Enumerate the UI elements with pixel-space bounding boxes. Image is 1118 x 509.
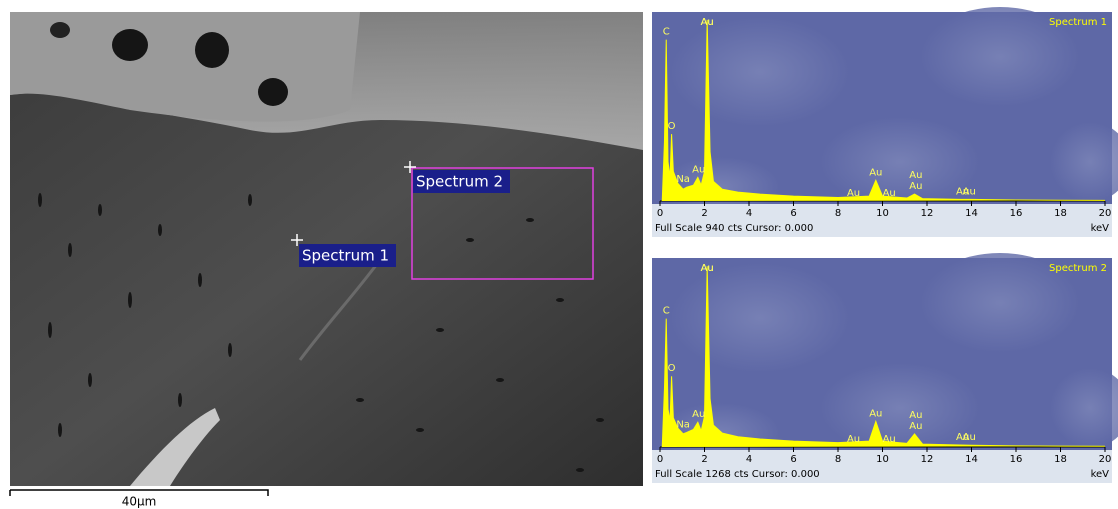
- x-tick-label: 2: [701, 454, 707, 465]
- background-blob: [670, 17, 850, 127]
- footer-text: Full Scale 1268 cts Cursor: 0.000: [655, 469, 820, 480]
- x-tick-label: 20: [1099, 208, 1112, 219]
- peak-label: Au: [883, 434, 896, 445]
- peak-label: C: [663, 27, 670, 38]
- peak-label: Au: [909, 181, 922, 192]
- peak-label: Au: [692, 409, 705, 420]
- background-blob: [820, 117, 980, 207]
- x-tick-label: 20: [1099, 454, 1112, 465]
- peak-label: Au: [869, 408, 882, 419]
- background-blob: [920, 253, 1080, 353]
- spectrum: [661, 266, 1106, 448]
- peak-label: Au: [963, 186, 976, 197]
- x-tick-label: 4: [746, 208, 752, 219]
- peak-label: C: [663, 306, 670, 317]
- x-tick-label: 2: [701, 208, 707, 219]
- x-tick-label: 12: [921, 208, 934, 219]
- x-tick-label: 8: [835, 208, 841, 219]
- background-blob: [1050, 368, 1118, 448]
- spectrum: [661, 19, 1106, 202]
- spectrum-title: Spectrum 1: [1049, 17, 1107, 28]
- crosshair: [291, 234, 303, 246]
- footer-background: [652, 204, 1112, 237]
- peak-label: Au: [701, 17, 714, 28]
- area-selection: [411, 167, 594, 280]
- marker-box: [413, 170, 510, 193]
- x-tick-label: 0: [657, 208, 663, 219]
- background-blob: [1050, 122, 1118, 202]
- x-tick-label: 4: [746, 454, 752, 465]
- sem-image: [10, 12, 643, 486]
- x-tick-label: 16: [1010, 454, 1023, 465]
- spectrum-title: Spectrum 2: [1049, 263, 1107, 274]
- peak-label: Au: [956, 186, 969, 197]
- x-tick-label: 18: [1054, 454, 1067, 465]
- peak-label: Au: [847, 434, 860, 445]
- peak-label: O: [668, 121, 676, 132]
- x-tick-label: 10: [876, 208, 889, 219]
- peak-label: Au: [847, 188, 860, 199]
- peak-label: Au: [701, 263, 714, 274]
- marker-box: [299, 244, 396, 267]
- peak-label: Au: [963, 432, 976, 443]
- footer-text: Full Scale 940 cts Cursor: 0.000: [655, 223, 813, 234]
- background-blob: [820, 363, 980, 453]
- peak-label: Au: [701, 17, 714, 28]
- x-tick-label: 16: [1010, 208, 1023, 219]
- background-blob: [670, 263, 850, 373]
- x-tick-label: 14: [965, 454, 978, 465]
- spectrum-panel: 0 2 4 6 8 10 12 14 16 18 20CONaAuAuAuAuAuAuAuAuAuA…: [652, 7, 1118, 237]
- x-tick-label: 14: [965, 208, 978, 219]
- crosshair: [404, 161, 416, 173]
- peak-label: Au: [692, 164, 705, 175]
- spectrum-panel: 0 2 4 6 8 10 12 14 16 18 20CONaAuAuAuAuAuAuAuAuAuA…: [652, 253, 1118, 483]
- footer-background: [652, 450, 1112, 483]
- x-axis-label: keV: [1091, 469, 1110, 480]
- peak-label: Na: [676, 174, 690, 185]
- marker-label: Spectrum 1: [302, 247, 389, 265]
- x-tick-label: 6: [790, 208, 796, 219]
- peak-label: Na: [676, 419, 690, 430]
- scale-bar-label: 40µm: [122, 495, 157, 509]
- x-tick-label: 18: [1054, 208, 1067, 219]
- background-blob: [920, 7, 1080, 107]
- x-tick-label: 0: [657, 454, 663, 465]
- marker-label: Spectrum 2: [416, 173, 503, 191]
- peak-label: Au: [909, 421, 922, 432]
- peak-label: Au: [869, 167, 882, 178]
- x-tick-label: 10: [876, 454, 889, 465]
- x-axis-label: keV: [1091, 223, 1110, 234]
- x-tick-label: 6: [790, 454, 796, 465]
- peak-label: Au: [909, 170, 922, 181]
- x-tick-label: 12: [921, 454, 934, 465]
- peak-label: Au: [909, 410, 922, 421]
- peak-label: Au: [956, 432, 969, 443]
- peak-label: O: [668, 363, 676, 374]
- scale-bar: [9, 489, 269, 496]
- peak-label: Au: [883, 188, 896, 199]
- peak-label: Au: [701, 263, 714, 274]
- x-tick-label: 8: [835, 454, 841, 465]
